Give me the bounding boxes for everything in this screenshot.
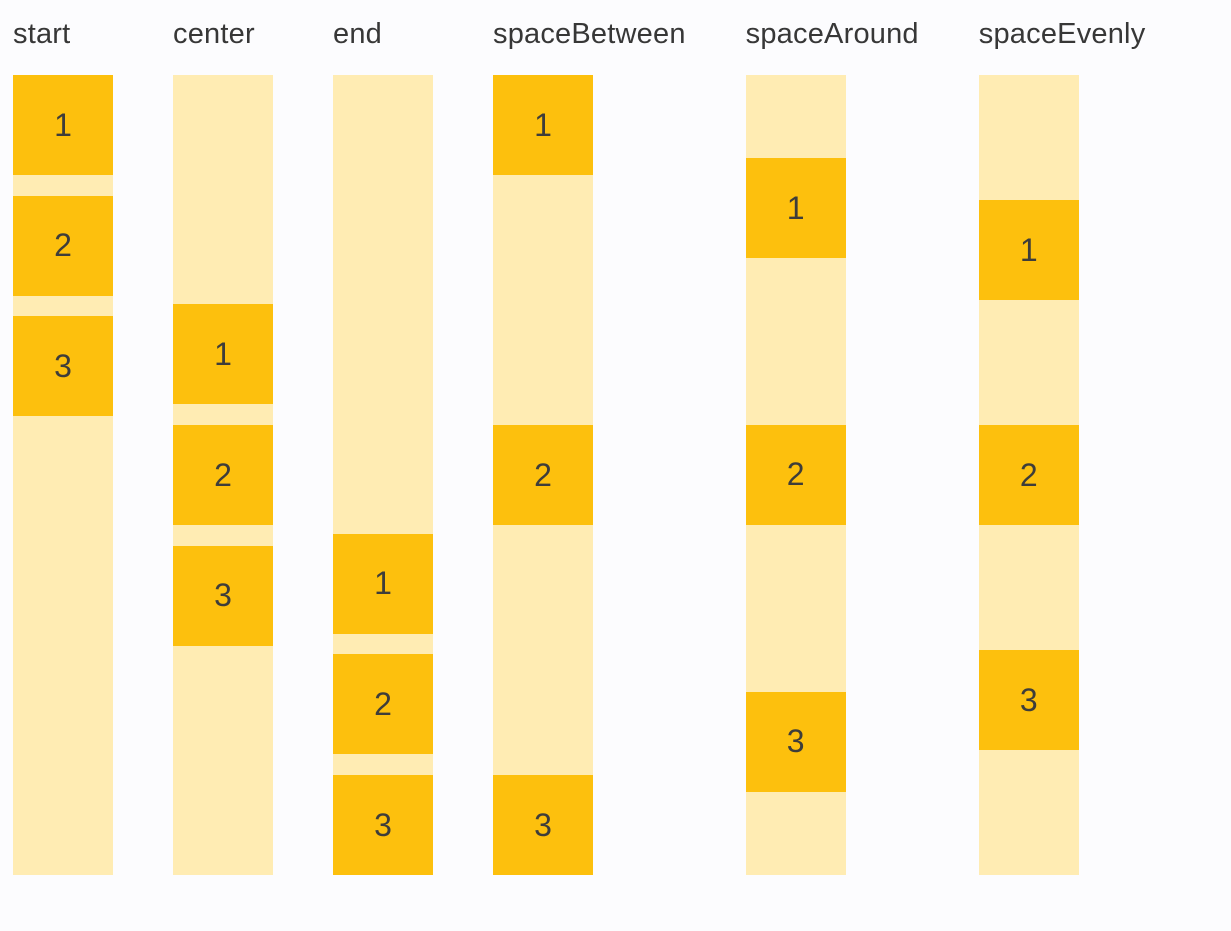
- alignment-label: spaceBetween: [493, 18, 686, 50]
- flex-item-1: 1: [493, 75, 593, 175]
- alignment-groups-row: start 1 2 3 center 1 2 3 end 1 2 3: [13, 14, 1231, 875]
- flex-container-track: 1 2 3: [978, 75, 1079, 875]
- flex-item-3: 3: [333, 775, 433, 875]
- flex-item-2: 2: [745, 424, 846, 525]
- alignment-label: start: [13, 18, 71, 50]
- flex-item-2: 2: [978, 425, 1079, 525]
- alignment-label: spaceEvenly: [978, 18, 1146, 50]
- flex-item-1: 1: [745, 158, 846, 259]
- flex-container-track: 1 2 3: [173, 75, 273, 875]
- flex-item-1: 1: [13, 75, 113, 175]
- flex-item-1: 1: [978, 200, 1079, 300]
- flex-item-3: 3: [978, 650, 1079, 750]
- flex-item-3: 3: [13, 316, 113, 417]
- flex-container-track: 1 2 3: [493, 75, 593, 875]
- flex-container-track: 1 2 3: [333, 75, 433, 875]
- flex-item-1: 1: [173, 304, 273, 405]
- flex-item-1: 1: [333, 533, 433, 634]
- flex-item-3: 3: [493, 775, 593, 875]
- alignment-group-space-between: spaceBetween 1 2 3: [493, 14, 686, 875]
- alignment-label: end: [333, 18, 382, 50]
- flex-item-2: 2: [493, 425, 593, 525]
- flex-item-2: 2: [333, 654, 433, 755]
- alignment-label: center: [173, 18, 255, 50]
- flex-item-2: 2: [13, 195, 113, 296]
- flex-item-3: 3: [173, 545, 273, 646]
- alignment-group-space-evenly: spaceEvenly 1 2 3: [978, 14, 1146, 875]
- flex-item-2: 2: [173, 425, 273, 525]
- alignment-label: spaceAround: [745, 18, 919, 50]
- alignment-group-end: end 1 2 3: [333, 14, 433, 875]
- alignment-group-center: center 1 2 3: [173, 14, 273, 875]
- flex-item-3: 3: [745, 691, 846, 792]
- flex-container-track: 1 2 3: [745, 75, 846, 875]
- flex-container-track: 1 2 3: [13, 75, 113, 875]
- alignment-group-space-around: spaceAround 1 2 3: [745, 14, 919, 875]
- alignment-group-start: start 1 2 3: [13, 14, 113, 875]
